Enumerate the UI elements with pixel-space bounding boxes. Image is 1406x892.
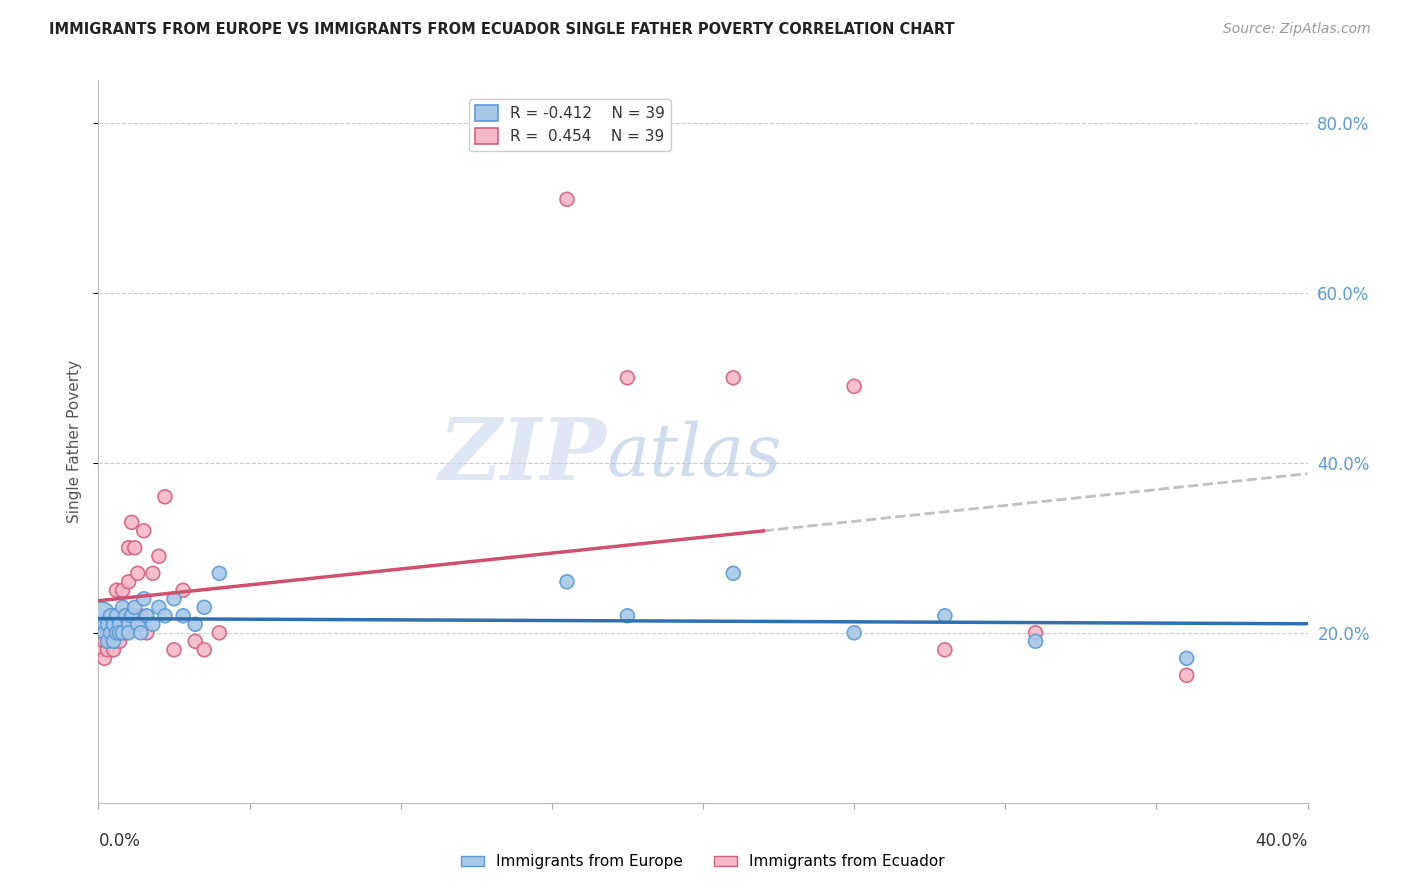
Point <box>844 625 866 640</box>
Point <box>124 600 146 615</box>
Text: atlas: atlas <box>606 421 782 491</box>
Point <box>96 617 118 632</box>
Point <box>135 608 157 623</box>
Point <box>124 541 146 555</box>
Point <box>105 583 128 598</box>
Point <box>148 600 170 615</box>
Point <box>844 379 866 393</box>
Point <box>172 583 194 598</box>
Point <box>172 608 194 623</box>
Point <box>723 566 745 581</box>
Point <box>111 625 134 640</box>
Point <box>90 642 112 657</box>
Point <box>111 600 134 615</box>
Point <box>129 608 152 623</box>
Text: 40.0%: 40.0% <box>1256 831 1308 850</box>
Point <box>142 617 165 632</box>
Point <box>108 625 131 640</box>
Point <box>934 642 956 657</box>
Point <box>114 608 136 623</box>
Point <box>616 608 638 623</box>
Point <box>208 566 231 581</box>
Point <box>114 625 136 640</box>
Point <box>163 642 186 657</box>
Text: Source: ZipAtlas.com: Source: ZipAtlas.com <box>1223 22 1371 37</box>
Point <box>96 642 118 657</box>
Point <box>723 371 745 385</box>
Text: 0.0%: 0.0% <box>98 831 141 850</box>
Point <box>193 642 215 657</box>
Y-axis label: Single Father Poverty: Single Father Poverty <box>67 360 83 523</box>
Point <box>142 566 165 581</box>
Point <box>93 617 115 632</box>
Point <box>153 608 176 623</box>
Point <box>132 524 155 538</box>
Point <box>105 608 128 623</box>
Point <box>103 608 125 623</box>
Point <box>555 574 578 589</box>
Point <box>96 625 118 640</box>
Point <box>118 625 141 640</box>
Point <box>100 625 122 640</box>
Point <box>103 617 125 632</box>
Point <box>184 617 207 632</box>
Point <box>193 600 215 615</box>
Point <box>135 625 157 640</box>
Point <box>100 625 122 640</box>
Point <box>111 583 134 598</box>
Point <box>555 192 578 206</box>
Point <box>108 634 131 648</box>
Point <box>108 625 131 640</box>
Point <box>105 625 128 640</box>
Point <box>121 516 143 530</box>
Point <box>100 608 122 623</box>
Point <box>1024 634 1046 648</box>
Point <box>616 371 638 385</box>
Point <box>121 608 143 623</box>
Point <box>108 617 131 632</box>
Point <box>153 490 176 504</box>
Point <box>111 608 134 623</box>
Point <box>100 634 122 648</box>
Point <box>103 642 125 657</box>
Point <box>1175 668 1198 682</box>
Point <box>90 608 112 623</box>
Point <box>208 625 231 640</box>
Point <box>118 574 141 589</box>
Point <box>93 625 115 640</box>
Point <box>127 617 149 632</box>
Point <box>184 634 207 648</box>
Point <box>148 549 170 564</box>
Legend: Immigrants from Europe, Immigrants from Ecuador: Immigrants from Europe, Immigrants from … <box>456 848 950 875</box>
Point <box>129 625 152 640</box>
Point <box>163 591 186 606</box>
Text: IMMIGRANTS FROM EUROPE VS IMMIGRANTS FROM ECUADOR SINGLE FATHER POVERTY CORRELAT: IMMIGRANTS FROM EUROPE VS IMMIGRANTS FRO… <box>49 22 955 37</box>
Point <box>118 541 141 555</box>
Point <box>96 634 118 648</box>
Text: ZIP: ZIP <box>439 414 606 498</box>
Point <box>103 634 125 648</box>
Point <box>93 634 115 648</box>
Point <box>118 617 141 632</box>
Point <box>1175 651 1198 665</box>
Point <box>132 591 155 606</box>
Point <box>1024 625 1046 640</box>
Point <box>93 651 115 665</box>
Point <box>934 608 956 623</box>
Point <box>105 625 128 640</box>
Point <box>127 566 149 581</box>
Legend: R = -0.412    N = 39, R =  0.454    N = 39: R = -0.412 N = 39, R = 0.454 N = 39 <box>468 99 671 151</box>
